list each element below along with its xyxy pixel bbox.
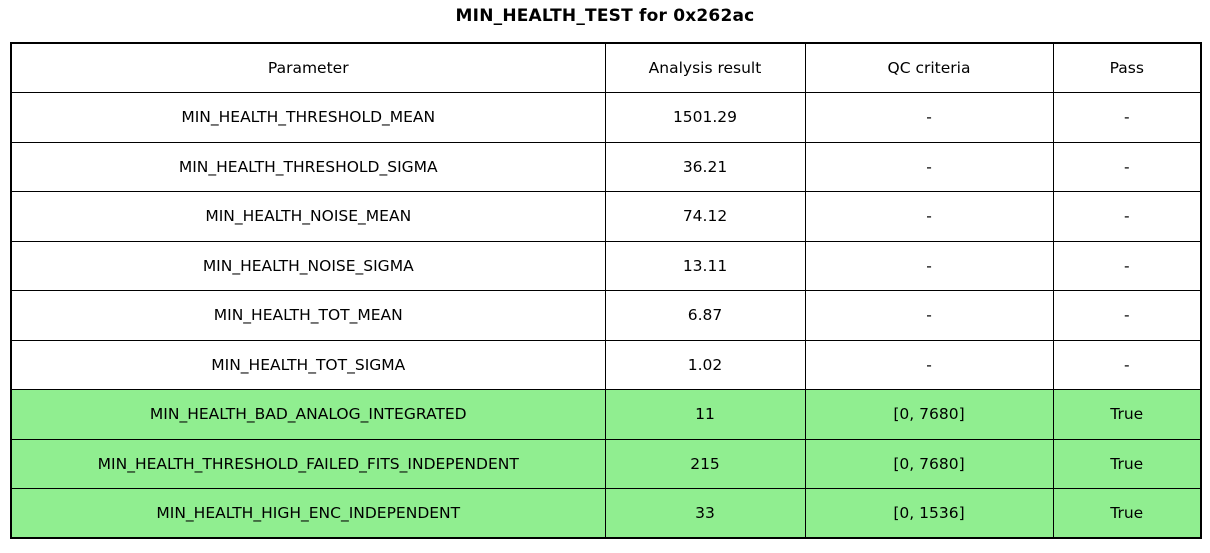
table-row: MIN_HEALTH_NOISE_MEAN 74.12 - - bbox=[10, 191, 1202, 242]
qc-criteria-cell: [0, 7680] bbox=[804, 438, 1054, 489]
result-cell: 215 bbox=[604, 438, 806, 489]
qc-criteria-cell: [0, 1536] bbox=[804, 488, 1054, 539]
table-row: MIN_HEALTH_TOT_SIGMA 1.02 - - bbox=[10, 339, 1202, 390]
result-cell: 11 bbox=[604, 389, 806, 440]
parameter-cell: MIN_HEALTH_TOT_MEAN bbox=[10, 290, 606, 341]
table-row: MIN_HEALTH_BAD_ANALOG_INTEGRATED 11 [0, … bbox=[10, 389, 1202, 440]
result-cell: 74.12 bbox=[604, 191, 806, 242]
pass-cell: True bbox=[1052, 389, 1202, 440]
pass-cell: True bbox=[1052, 488, 1202, 539]
qc-results-table: Parameter Analysis result QC criteria Pa… bbox=[10, 42, 1202, 539]
parameter-cell: MIN_HEALTH_HIGH_ENC_INDEPENDENT bbox=[10, 488, 606, 539]
pass-cell: - bbox=[1052, 92, 1202, 143]
qc-criteria-cell: - bbox=[804, 290, 1054, 341]
parameter-cell: MIN_HEALTH_BAD_ANALOG_INTEGRATED bbox=[10, 389, 606, 440]
qc-criteria-cell: - bbox=[804, 141, 1054, 192]
parameter-cell: MIN_HEALTH_NOISE_MEAN bbox=[10, 191, 606, 242]
pass-cell: - bbox=[1052, 240, 1202, 291]
table-row: MIN_HEALTH_NOISE_SIGMA 13.11 - - bbox=[10, 240, 1202, 291]
table-row: MIN_HEALTH_THRESHOLD_MEAN 1501.29 - - bbox=[10, 92, 1202, 143]
qc-criteria-cell: [0, 7680] bbox=[804, 389, 1054, 440]
result-cell: 1.02 bbox=[604, 339, 806, 390]
table-row: MIN_HEALTH_TOT_MEAN 6.87 - - bbox=[10, 290, 1202, 341]
qc-criteria-cell: - bbox=[804, 339, 1054, 390]
result-cell: 6.87 bbox=[604, 290, 806, 341]
result-cell: 1501.29 bbox=[604, 92, 806, 143]
column-header-pass: Pass bbox=[1052, 42, 1202, 93]
page-title: MIN_HEALTH_TEST for 0x262ac bbox=[455, 6, 755, 26]
parameter-cell: MIN_HEALTH_TOT_SIGMA bbox=[10, 339, 606, 390]
table-row: MIN_HEALTH_THRESHOLD_SIGMA 36.21 - - bbox=[10, 141, 1202, 192]
table-row: MIN_HEALTH_THRESHOLD_FAILED_FITS_INDEPEN… bbox=[10, 438, 1202, 489]
parameter-cell: MIN_HEALTH_THRESHOLD_FAILED_FITS_INDEPEN… bbox=[10, 438, 606, 489]
qc-criteria-cell: - bbox=[804, 240, 1054, 291]
pass-cell: - bbox=[1052, 141, 1202, 192]
column-header-analysis-result: Analysis result bbox=[604, 42, 806, 93]
header-row: Parameter Analysis result QC criteria Pa… bbox=[10, 42, 1202, 93]
result-cell: 13.11 bbox=[604, 240, 806, 291]
result-cell: 36.21 bbox=[604, 141, 806, 192]
qc-criteria-cell: - bbox=[804, 191, 1054, 242]
parameter-cell: MIN_HEALTH_NOISE_SIGMA bbox=[10, 240, 606, 291]
table-row: MIN_HEALTH_HIGH_ENC_INDEPENDENT 33 [0, 1… bbox=[10, 488, 1202, 539]
column-header-qc-criteria: QC criteria bbox=[804, 42, 1054, 93]
result-cell: 33 bbox=[604, 488, 806, 539]
qc-criteria-cell: - bbox=[804, 92, 1054, 143]
parameter-cell: MIN_HEALTH_THRESHOLD_MEAN bbox=[10, 92, 606, 143]
pass-cell: - bbox=[1052, 339, 1202, 390]
pass-cell: True bbox=[1052, 438, 1202, 489]
parameter-cell: MIN_HEALTH_THRESHOLD_SIGMA bbox=[10, 141, 606, 192]
pass-cell: - bbox=[1052, 290, 1202, 341]
column-header-parameter: Parameter bbox=[10, 42, 606, 93]
pass-cell: - bbox=[1052, 191, 1202, 242]
